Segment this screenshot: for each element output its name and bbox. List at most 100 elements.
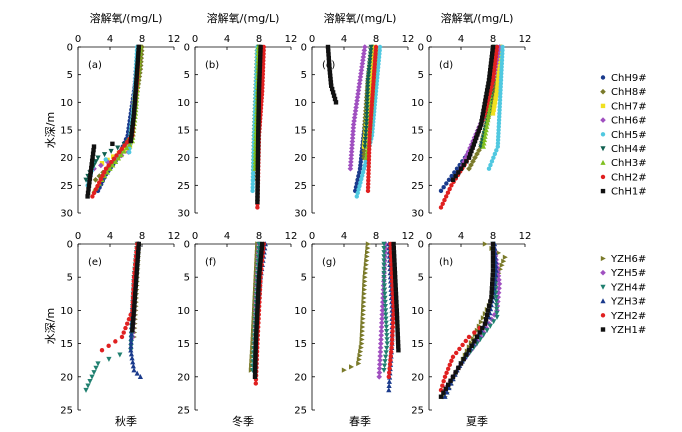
data-point bbox=[136, 48, 141, 53]
data-point bbox=[133, 87, 138, 93]
y-tick-label: 20 bbox=[177, 372, 190, 383]
data-point bbox=[327, 66, 332, 72]
data-point bbox=[90, 155, 95, 160]
y-tick-label: 10 bbox=[411, 306, 424, 317]
data-point bbox=[496, 281, 503, 287]
data-point bbox=[491, 155, 496, 160]
series-YZH6 bbox=[341, 241, 371, 373]
legend-item: YZH4# bbox=[600, 282, 646, 293]
y-tick-label: 0 bbox=[301, 240, 307, 251]
x-tick-label: 8 bbox=[490, 34, 496, 45]
x-tick-label: 12 bbox=[285, 231, 298, 242]
data-point bbox=[483, 325, 490, 331]
y-tick-label: 5 bbox=[67, 273, 73, 284]
y-tick-label: 5 bbox=[418, 70, 424, 81]
data-point bbox=[354, 194, 359, 199]
data-point bbox=[122, 143, 127, 148]
data-point bbox=[394, 312, 400, 317]
season-label: 夏季 bbox=[466, 415, 488, 428]
data-point bbox=[375, 65, 381, 70]
data-point bbox=[253, 341, 258, 346]
data-point bbox=[496, 127, 501, 133]
data-point bbox=[253, 362, 258, 367]
data-point bbox=[360, 169, 366, 175]
data-point bbox=[91, 370, 97, 376]
data-point bbox=[366, 71, 372, 77]
data-point bbox=[452, 170, 457, 175]
data-point bbox=[86, 187, 91, 192]
data-point bbox=[389, 345, 394, 350]
data-point bbox=[384, 333, 390, 339]
data-point bbox=[329, 86, 335, 92]
data-point bbox=[499, 64, 504, 70]
data-point bbox=[495, 289, 502, 296]
data-point bbox=[490, 241, 496, 247]
data-point bbox=[361, 299, 367, 305]
data-point bbox=[377, 51, 382, 57]
data-point bbox=[257, 61, 263, 67]
data-point bbox=[370, 48, 375, 53]
data-point bbox=[355, 91, 361, 97]
data-point bbox=[254, 333, 259, 338]
legend-label: ChH1# bbox=[611, 187, 647, 198]
data-point bbox=[257, 270, 262, 276]
panel-label: (f) bbox=[205, 257, 216, 268]
data-point bbox=[488, 299, 493, 304]
data-point bbox=[255, 199, 260, 205]
data-point bbox=[495, 81, 500, 87]
data-point bbox=[395, 320, 400, 325]
data-point bbox=[330, 90, 336, 95]
data-point bbox=[444, 370, 449, 376]
data-point bbox=[87, 179, 92, 185]
data-point bbox=[367, 126, 373, 131]
y-tick-label: 25 bbox=[411, 181, 424, 192]
data-point bbox=[382, 359, 388, 365]
data-point bbox=[365, 188, 371, 194]
data-point bbox=[449, 358, 454, 364]
data-point bbox=[484, 328, 490, 334]
data-point bbox=[454, 166, 460, 171]
x-tick-label: 4 bbox=[107, 34, 113, 45]
y-tick-label: 25 bbox=[294, 406, 307, 417]
data-point bbox=[106, 356, 112, 362]
data-point bbox=[486, 107, 492, 113]
x-tick-label: 8 bbox=[139, 34, 145, 45]
data-point bbox=[483, 95, 489, 100]
data-point bbox=[488, 64, 493, 70]
data-point bbox=[447, 362, 452, 368]
data-point bbox=[361, 50, 367, 57]
data-point bbox=[328, 80, 334, 85]
data-point bbox=[132, 295, 138, 301]
data-point bbox=[487, 71, 492, 76]
data-point bbox=[136, 241, 141, 247]
data-point bbox=[491, 319, 497, 325]
data-point bbox=[256, 112, 261, 118]
data-point bbox=[253, 358, 258, 363]
data-point bbox=[358, 70, 364, 77]
data-point bbox=[256, 126, 261, 131]
data-point bbox=[250, 181, 255, 187]
data-point bbox=[391, 316, 396, 321]
data-point bbox=[255, 154, 261, 159]
data-point bbox=[442, 374, 448, 379]
data-point bbox=[370, 85, 376, 91]
data-point bbox=[362, 144, 368, 150]
data-point bbox=[255, 205, 260, 210]
data-point bbox=[443, 386, 448, 391]
x-tick-label: 12 bbox=[168, 231, 181, 242]
data-point bbox=[130, 359, 136, 365]
data-point bbox=[490, 255, 496, 260]
data-point bbox=[358, 180, 363, 185]
data-point bbox=[367, 133, 372, 138]
data-point bbox=[444, 181, 449, 186]
data-point bbox=[469, 148, 474, 154]
y-tick-label: 25 bbox=[411, 406, 424, 417]
data-point bbox=[382, 295, 388, 301]
legend-item: YZH3# bbox=[600, 297, 646, 308]
data-point bbox=[378, 340, 384, 347]
data-point bbox=[377, 357, 383, 363]
data-point bbox=[87, 176, 93, 181]
data-point bbox=[394, 304, 399, 309]
data-point bbox=[480, 115, 485, 120]
